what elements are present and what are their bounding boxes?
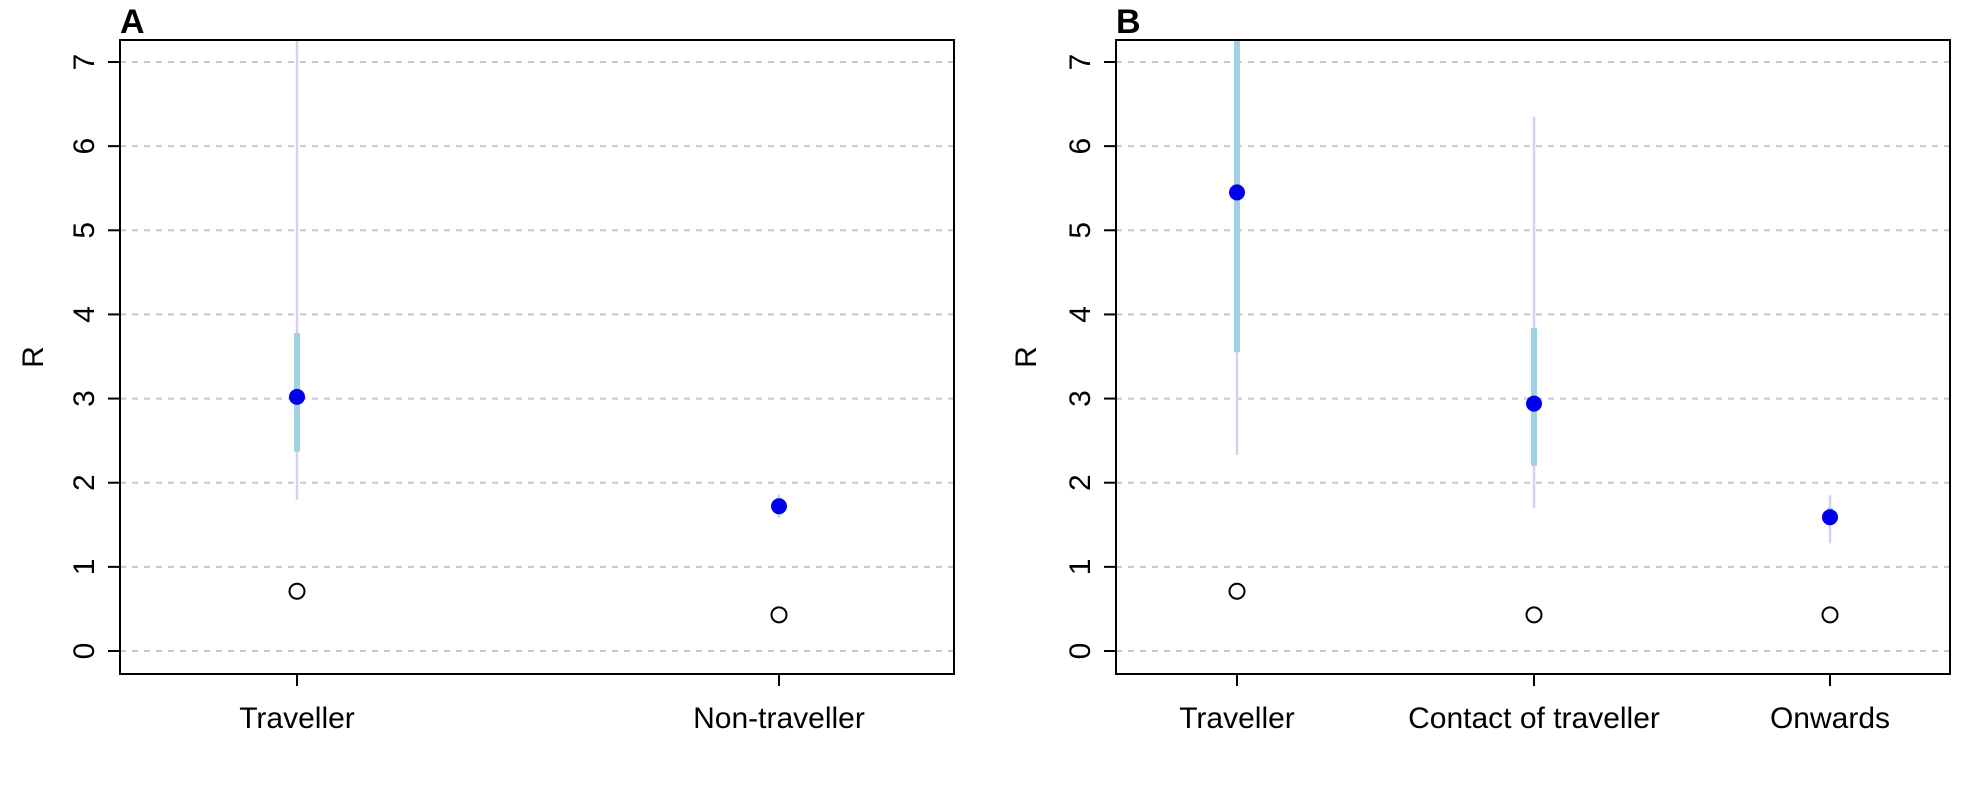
- y-tick-label: 1: [68, 559, 101, 576]
- estimate-point: [1229, 184, 1245, 201]
- y-tick-label: 0: [1064, 643, 1097, 660]
- panel-label: A: [120, 3, 145, 41]
- data-point-group: [1228, 41, 1246, 600]
- estimate-point: [1526, 395, 1542, 412]
- chart-panel-a: 0 1 2 3 4 5 6 7 R A Traveller Non-traveller: [17, 3, 955, 735]
- x-tick-label: Traveller: [239, 702, 355, 735]
- open-point: [288, 582, 306, 600]
- y-tick-label: 2: [68, 474, 101, 491]
- open-point: [1228, 582, 1246, 600]
- open-point: [1525, 606, 1543, 624]
- x-tick-label: Non-traveller: [693, 702, 865, 735]
- y-tick-label: 6: [68, 138, 101, 155]
- x-tick-label: Traveller: [1179, 702, 1295, 735]
- y-tick-label: 3: [1064, 390, 1097, 407]
- data-point-group: [288, 41, 306, 600]
- y-tick-label: 0: [68, 643, 101, 660]
- open-point: [1821, 606, 1839, 624]
- panel-label: B: [1116, 3, 1141, 41]
- y-tick-label: 7: [68, 54, 101, 71]
- plot-frame: [119, 39, 955, 675]
- data-point-group: [770, 494, 788, 624]
- open-point: [770, 606, 788, 624]
- y-tick-label: 2: [1064, 474, 1097, 491]
- data-point-group: [1821, 495, 1839, 624]
- estimate-point: [771, 498, 787, 515]
- y-tick-label: 7: [1064, 54, 1097, 71]
- y-tick-label: 4: [1064, 306, 1097, 323]
- chart-panel-b: 0 1 2 3 4 5 6 7 R B Traveller Contact of traveller O…: [1010, 3, 1951, 735]
- y-tick-label: 3: [68, 390, 101, 407]
- y-axis-label: R: [17, 346, 50, 368]
- y-tick-label: 5: [68, 222, 101, 239]
- x-tick-label: Onwards: [1770, 702, 1890, 735]
- y-tick-label: 6: [1064, 138, 1097, 155]
- data-point-group: [1525, 116, 1543, 624]
- x-tick-label: Contact of traveller: [1408, 702, 1660, 735]
- y-tick-label: 4: [68, 306, 101, 323]
- y-axis-label: R: [1010, 346, 1043, 368]
- y-tick-label: 1: [1064, 559, 1097, 576]
- y-tick-label: 5: [1064, 222, 1097, 239]
- estimate-point: [289, 388, 305, 405]
- estimate-point: [1822, 509, 1838, 526]
